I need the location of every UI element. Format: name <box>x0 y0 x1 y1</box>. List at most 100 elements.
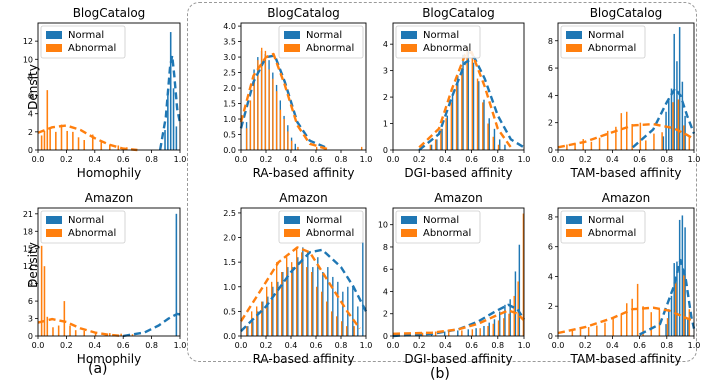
axes-frame <box>37 207 181 337</box>
bar-normal <box>670 88 673 150</box>
y-tick-label: 6 <box>383 265 388 274</box>
bar-normal <box>684 115 686 150</box>
y-tick-label: 12 <box>23 262 33 271</box>
bar-abnormal <box>276 262 278 336</box>
bar-abnormal <box>361 146 363 150</box>
y-tick-label: 8 <box>28 73 33 82</box>
bar-normal <box>441 128 443 150</box>
y-tick-label: 2.5 <box>223 69 236 78</box>
bar-normal <box>430 144 433 150</box>
bar-normal <box>665 324 667 336</box>
panel-title: Amazon <box>434 191 483 205</box>
bar-normal <box>662 136 665 150</box>
bar-normal <box>167 95 169 150</box>
bar-abnormal <box>596 325 598 336</box>
bar-normal <box>169 32 172 151</box>
bar-abnormal <box>631 298 633 336</box>
bar-abnormal <box>497 144 500 150</box>
x-tick-label: 0.8 <box>335 341 348 350</box>
legend-label-abnormal: Abnormal <box>306 43 354 54</box>
x-tick-label: 0.4 <box>285 155 298 164</box>
x-tick-label: 0.6 <box>310 155 323 164</box>
legend-label-normal: Normal <box>588 30 624 41</box>
panel-title: BlogCatalog <box>422 6 495 20</box>
x-tick-label: 0.8 <box>335 155 348 164</box>
y-tick-label: 2 <box>548 119 553 128</box>
legend-swatch-normal <box>401 31 417 39</box>
x-tick-label: 0.0 <box>387 155 400 164</box>
panel-7: Amazon 0.0 0.2 0.4 0.6 0.8 1.0 0 2 4 6 8 10 DGI-based… <box>378 191 531 366</box>
bar-abnormal <box>461 330 463 336</box>
x-tick-label: 0.6 <box>633 341 646 350</box>
bar-abnormal <box>471 329 474 336</box>
x-tick-label: 0.4 <box>439 155 452 164</box>
y-tick-label: 3.0 <box>223 53 236 62</box>
bar-abnormal <box>598 137 601 150</box>
panel-4: BlogCatalog 0.0 0.2 0.4 0.6 0.8 1.0 0 2 4 6 8 TAM-ba… <box>548 6 700 180</box>
bar-normal <box>267 296 269 336</box>
y-tick-label: 1.5 <box>223 100 236 109</box>
bar-normal <box>443 331 446 336</box>
bar-abnormal <box>566 144 568 150</box>
x-tick-label: 0.8 <box>660 155 673 164</box>
bar-abnormal <box>316 146 318 150</box>
bar-abnormal <box>353 326 355 336</box>
bar-abnormal <box>253 78 255 150</box>
bar-normal <box>457 330 459 336</box>
bar-abnormal <box>66 130 68 150</box>
panel-title: BlogCatalog <box>267 6 340 20</box>
bar-abnormal <box>434 139 437 150</box>
legend-label-abnormal: Abnormal <box>423 43 471 54</box>
y-tick-label: 3 <box>28 315 33 324</box>
panel-8: Amazon 0.0 0.2 0.4 0.6 0.8 1.0 0 2 4 6 8 TAM-based a… <box>548 191 700 366</box>
y-tick-label: 0.5 <box>223 307 236 316</box>
legend-label-normal: Normal <box>423 215 459 226</box>
density-curve-abnormal <box>557 122 695 149</box>
y-tick-label: 8 <box>548 213 553 222</box>
bar-normal <box>493 319 496 336</box>
y-tick-label: 0.0 <box>223 332 236 341</box>
bar-abnormal <box>604 322 606 336</box>
bar-abnormal <box>642 306 644 336</box>
bar-abnormal <box>326 301 328 336</box>
bar-abnormal <box>434 331 437 336</box>
bar-abnormal <box>492 323 495 336</box>
x-tick-label: 0.8 <box>145 341 158 350</box>
y-tick-label: 0.0 <box>223 146 236 155</box>
legend-swatch-abnormal <box>566 229 582 237</box>
bar-abnormal <box>487 123 489 150</box>
bar-abnormal <box>287 131 289 150</box>
bar-normal <box>292 267 294 336</box>
x-tick-label: 0.4 <box>439 341 452 350</box>
bar-normal <box>488 118 490 150</box>
bar-abnormal <box>683 125 685 150</box>
density-curve-normal <box>639 258 696 336</box>
y-tick-label: 15 <box>23 245 33 254</box>
legend-label-normal: Normal <box>588 215 624 226</box>
bar-normal <box>277 281 279 336</box>
bar-normal <box>312 267 314 336</box>
bar-abnormal <box>291 262 293 336</box>
bar-abnormal <box>261 47 263 150</box>
bar-abnormal <box>268 69 270 150</box>
bar-abnormal <box>40 135 43 150</box>
legend-swatch-normal <box>284 216 300 224</box>
x-axis-label: Homophily <box>77 352 141 366</box>
x-tick-label: 0.6 <box>310 341 323 350</box>
axes-frame <box>37 22 181 151</box>
panel-6: Amazon 0.0 0.2 0.4 0.6 0.8 1.0 0.0 0.5 1.0 1.5 2.0 2… <box>223 191 372 366</box>
bar-abnormal <box>346 326 348 336</box>
bar-abnormal <box>91 134 94 150</box>
density-curve-abnormal <box>418 50 512 149</box>
legend-swatch-normal <box>401 216 417 224</box>
y-tick-label: 10 <box>378 221 388 230</box>
legend-label-abnormal: Abnormal <box>306 228 354 239</box>
bar-normal <box>498 139 501 150</box>
bar-abnormal <box>246 326 248 336</box>
y-tick-label: 6 <box>548 64 553 73</box>
panel-title: Amazon <box>602 191 651 205</box>
y-tick-label: 6 <box>28 297 33 306</box>
bar-abnormal <box>331 311 333 336</box>
bar-normal <box>297 257 299 336</box>
